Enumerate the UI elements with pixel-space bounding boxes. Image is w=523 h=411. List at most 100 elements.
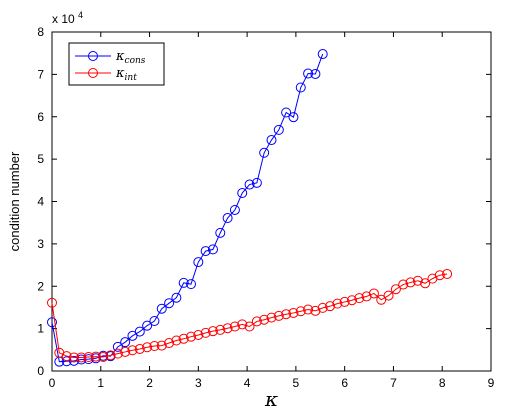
data-point [164, 298, 175, 309]
data-point [251, 177, 262, 188]
data-point [420, 278, 431, 289]
data-point [171, 292, 182, 303]
legend-label: κcons [115, 49, 146, 66]
data-point [266, 135, 277, 146]
data-point [142, 320, 153, 331]
legend-label: κint [115, 66, 137, 83]
legend-marker [88, 51, 98, 61]
data-point [98, 352, 109, 363]
legend-box [68, 42, 165, 86]
data-point [339, 296, 350, 307]
data-point [105, 350, 116, 361]
x-tick-label: 6 [341, 376, 348, 390]
data-point [193, 329, 204, 340]
data-point [200, 246, 211, 257]
data-point [222, 323, 233, 334]
data-point [332, 298, 343, 309]
data-point [142, 342, 153, 353]
data-point [273, 124, 284, 135]
data-point [134, 343, 145, 354]
series-line [51, 53, 324, 363]
data-point [281, 107, 292, 118]
data-point [273, 310, 284, 321]
x-tick-label: 5 [293, 376, 300, 390]
data-point [164, 338, 175, 349]
data-point [83, 352, 94, 363]
data-point [295, 306, 306, 317]
data-point [244, 179, 255, 190]
legend-symbol: κ [115, 49, 125, 64]
data-point [361, 291, 372, 302]
x-tick-label: 8 [439, 376, 446, 390]
x-tick-label: 0 [49, 376, 56, 390]
x-axis-ticks: 0 1 2 3 4 5 6 7 8 9 [49, 32, 495, 390]
series-0 [47, 49, 328, 367]
data-point [171, 335, 182, 346]
y-tick-label: 7 [37, 67, 44, 81]
data-point [412, 275, 423, 286]
data-point [193, 257, 204, 268]
data-point [120, 337, 131, 348]
data-point [156, 340, 167, 351]
data-point [259, 147, 270, 158]
x-tick-label: 2 [146, 376, 153, 390]
data-point [288, 307, 299, 318]
data-point [156, 303, 167, 314]
data-point [207, 244, 218, 255]
data-point [281, 309, 292, 320]
data-point [149, 315, 160, 326]
data-point [354, 293, 365, 304]
data-point [186, 279, 197, 290]
y-tick-label: 2 [37, 279, 44, 293]
data-point [229, 321, 240, 332]
data-point [244, 321, 255, 332]
data-point [405, 277, 416, 288]
data-point [127, 330, 138, 341]
data-point [237, 319, 248, 330]
data-point [68, 352, 79, 363]
data-point [90, 351, 101, 362]
x-tick-label: 9 [488, 376, 495, 390]
data-point [215, 324, 226, 335]
data-point [178, 333, 189, 344]
x-tick-label: 4 [244, 376, 251, 390]
series-1 [47, 268, 453, 363]
data-point [310, 305, 321, 316]
data-point [112, 348, 123, 359]
data-point [251, 316, 262, 327]
data-point [134, 326, 145, 337]
x-axis-label: κ [264, 387, 278, 411]
data-point [178, 277, 189, 288]
x-tick-label: 3 [195, 376, 202, 390]
data-point [120, 346, 131, 357]
data-point [383, 290, 394, 301]
data-point [112, 341, 123, 352]
data-point [149, 340, 160, 351]
series-layer [47, 49, 453, 367]
data-point [266, 312, 277, 323]
y-axis-multiplier: x 10 4 [52, 10, 83, 26]
data-point [207, 326, 218, 337]
data-point [222, 213, 233, 224]
data-point [259, 314, 270, 325]
y-axis-label: condition number [7, 151, 22, 251]
legend-marker [88, 68, 98, 78]
legend-subscript: cons [125, 56, 146, 66]
y-tick-label: 1 [37, 322, 44, 336]
data-point [325, 301, 336, 312]
data-point [61, 351, 72, 362]
data-point [390, 284, 401, 295]
data-point [310, 68, 321, 79]
data-point [237, 188, 248, 199]
y-tick-label: 3 [37, 237, 44, 251]
data-point [127, 345, 138, 356]
data-point [346, 295, 357, 306]
series-line [51, 273, 448, 358]
x-tick-label: 1 [97, 376, 104, 390]
y-tick-label: 6 [37, 110, 44, 124]
data-point [303, 68, 314, 79]
y-tick-label: 8 [37, 25, 44, 39]
y-tick-label: 5 [37, 152, 44, 166]
data-point [317, 49, 328, 60]
